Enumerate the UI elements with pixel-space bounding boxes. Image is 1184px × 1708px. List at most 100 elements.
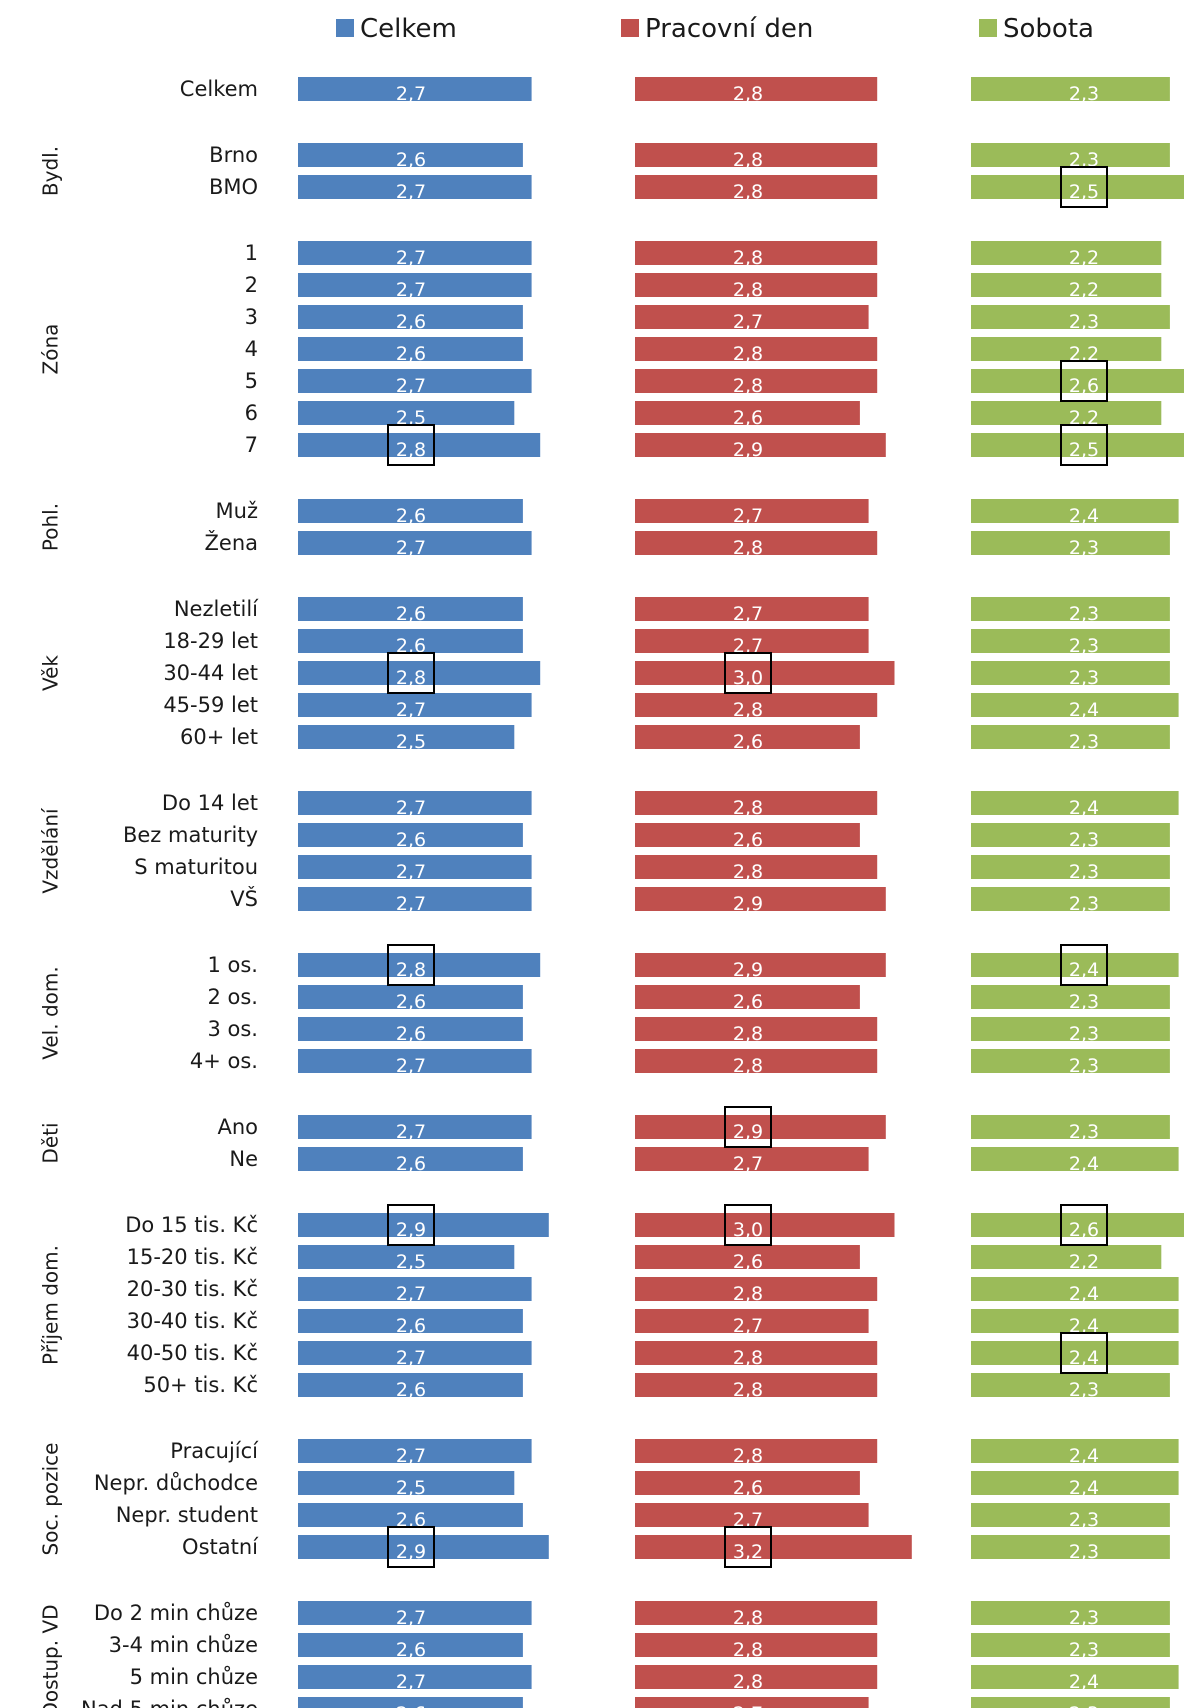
value-label-celkem-nad-5-min-chuze: 2,6 [396,1703,426,1708]
value-label-pracovni-den-50-tis-kc: 2,8 [733,1379,763,1401]
value-label-pracovni-den-3-os: 2,8 [733,1023,763,1045]
value-label-sobota-ostatni: 2,3 [1069,1541,1099,1563]
bar-sobota-ostatni [971,1535,1170,1559]
value-label-pracovni-den-1-os: 2,9 [733,959,763,981]
bar-celkem-bez-maturity [298,823,523,847]
value-label-sobota-15-20-tis-kc: 2,2 [1069,1251,1099,1273]
bar-pracovni-den-celkem [635,77,878,101]
category-label-ostatni: Ostatní [182,1535,259,1559]
value-label-pracovni-den-ano: 2,9 [733,1121,763,1143]
value-label-sobota-ano: 2,3 [1069,1121,1099,1143]
bar-pracovni-den-bez-maturity [635,823,860,847]
value-label-sobota-6: 2,2 [1069,407,1099,429]
bar-pracovni-den-do-14-let [635,791,878,815]
bar-sobota-1 [971,241,1162,265]
bar-sobota-nepr-student [971,1503,1170,1527]
bar-pracovni-den-60-let [635,725,860,749]
value-label-pracovni-den-60-let: 2,6 [733,731,763,753]
value-label-celkem-4: 2,6 [396,343,426,365]
value-label-sobota-muz: 2,4 [1069,505,1099,527]
value-label-pracovni-den-celkem: 2,8 [733,83,763,105]
bar-pracovni-den-5 [635,369,878,393]
bar-celkem-nezletili [298,597,523,621]
bar-sobota-3 [971,305,1170,329]
value-label-sobota-18-29-let: 2,3 [1069,635,1099,657]
value-label-celkem-3-os: 2,6 [396,1023,426,1045]
bar-sobota-60-let [971,725,1170,749]
bar-celkem-15-20-tis-kc [298,1245,515,1269]
bar-celkem-7 [298,433,541,457]
value-label-pracovni-den-6: 2,6 [733,407,763,429]
value-label-pracovni-den-5-min-chuze: 2,8 [733,1671,763,1693]
bar-sobota-15-20-tis-kc [971,1245,1162,1269]
bar-celkem-ostatni [298,1535,549,1559]
bar-pracovni-den-30-40-tis-kc [635,1309,869,1333]
group-label-dostup-vd: Dostup. VD [39,1604,63,1708]
highlight-box-sobota-5 [1060,360,1108,402]
group-label-vek: Věk [39,655,63,691]
value-label-sobota-3-os: 2,3 [1069,1023,1099,1045]
value-label-pracovni-den-4: 2,8 [733,343,763,365]
bar-sobota-nad-5-min-chuze [971,1697,1170,1708]
value-label-sobota-60-let: 2,3 [1069,731,1099,753]
bar-sobota-40-50-tis-kc [971,1341,1179,1365]
value-label-celkem-30-40-tis-kc: 2,6 [396,1315,426,1337]
group-label-vzdelani: Vzdělání [39,807,63,894]
value-label-celkem-1: 2,7 [396,247,426,269]
bar-celkem-5-min-chuze [298,1665,532,1689]
bar-celkem-3 [298,305,523,329]
bar-pracovni-den-3 [635,305,869,329]
bar-sobota-2 [971,273,1162,297]
bar-pracovni-den-40-50-tis-kc [635,1341,878,1365]
bar-sobota-do-2-min-chuze [971,1601,1170,1625]
category-label-20-30-tis-kc: 20-30 tis. Kč [127,1277,258,1301]
value-label-celkem-muz: 2,6 [396,505,426,527]
legend-label-pracovni-den: Pracovní den [645,14,813,44]
value-label-pracovni-den-zena: 2,8 [733,537,763,559]
highlight-box-celkem-do-15-tis-kc [387,1204,435,1246]
value-label-celkem-40-50-tis-kc: 2,7 [396,1347,426,1369]
category-label-nepr-student: Nepr. student [116,1503,258,1527]
bar-pracovni-den-ne [635,1147,869,1171]
bar-celkem-1 [298,241,532,265]
value-label-sobota-nad-5-min-chuze: 2,3 [1069,1703,1099,1708]
category-label-50-tis-kc: 50+ tis. Kč [143,1373,258,1397]
bar-pracovni-den-bmo [635,175,878,199]
value-label-celkem-2-os: 2,6 [396,991,426,1013]
value-label-celkem-50-tis-kc: 2,6 [396,1379,426,1401]
value-label-sobota-3: 2,3 [1069,311,1099,333]
bar-pracovni-den-nad-5-min-chuze [635,1697,869,1708]
category-label-celkem: Celkem [180,77,258,101]
bar-sobota-30-40-tis-kc [971,1309,1179,1333]
category-label-30-44-let: 30-44 let [163,661,258,685]
value-label-pracovni-den-7: 2,9 [733,439,763,461]
category-label-brno: Brno [209,143,258,167]
bar-pracovni-den-4-os [635,1049,878,1073]
category-label-5: 5 [245,369,258,393]
bar-pracovni-den-2 [635,273,878,297]
value-label-pracovni-den-40-50-tis-kc: 2,8 [733,1347,763,1369]
bar-sobota-45-59-let [971,693,1179,717]
bar-celkem-s-maturitou [298,855,532,879]
value-label-pracovni-den-nezletili: 2,7 [733,603,763,625]
value-label-pracovni-den-nepr-duchodce: 2,6 [733,1477,763,1499]
value-label-pracovni-den-vs: 2,9 [733,893,763,915]
value-label-celkem-do-14-let: 2,7 [396,797,426,819]
bar-pracovni-den-muz [635,499,869,523]
value-label-sobota-brno: 2,3 [1069,149,1099,171]
bar-celkem-2 [298,273,532,297]
bar-sobota-7 [971,433,1184,457]
value-label-sobota-bez-maturity: 2,3 [1069,829,1099,851]
bar-celkem-ano [298,1115,532,1139]
bar-sobota-3-os [971,1017,1170,1041]
bar-pracovni-den-vs [635,887,886,911]
value-label-celkem-bez-maturity: 2,6 [396,829,426,851]
category-labels: Celkem Brno BMO 1 2 3 4 5 6 7 Muž Žena Nezletilí 18-2… [81,77,259,1708]
bar-celkem-30-44-let [298,661,541,685]
bar-sobota-4-os [971,1049,1170,1073]
bar-pracovni-den-20-30-tis-kc [635,1277,878,1301]
category-label-3-os: 3 os. [207,1017,258,1041]
category-label-45-59-let: 45-59 let [163,693,258,717]
group-label-zona: Zóna [39,324,63,375]
bar-pracovni-den-50-tis-kc [635,1373,878,1397]
